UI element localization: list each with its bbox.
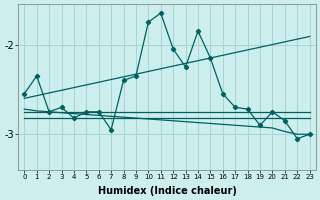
X-axis label: Humidex (Indice chaleur): Humidex (Indice chaleur)	[98, 186, 236, 196]
